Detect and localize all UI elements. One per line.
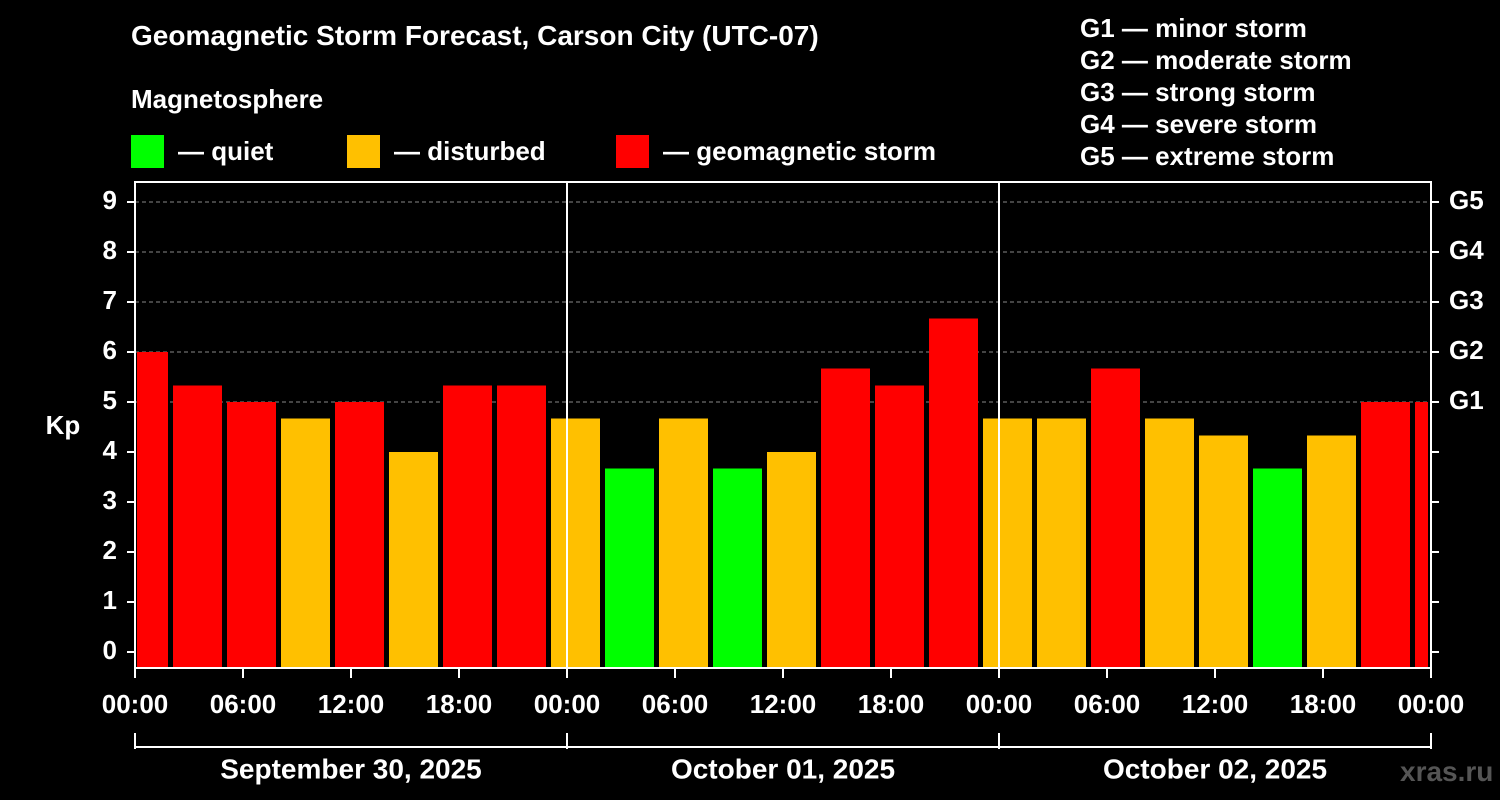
y-tick-label: 3 [103,485,117,515]
kp-bar [335,402,384,668]
chart-title: Geomagnetic Storm Forecast, Carson City … [131,20,819,51]
legend-swatch-storm [616,134,649,168]
x-tick-label: 18:00 [1290,689,1357,719]
storm-scale-legend: G1 — minor storm G2 — moderate storm G3 … [1080,12,1352,172]
kp-bar [821,368,870,668]
kp-bar [227,402,276,668]
kp-bar [1307,435,1356,668]
x-tick-label: 12:00 [1182,689,1249,719]
legend-label-storm: — geomagnetic storm [663,135,937,166]
x-tick-label: 00:00 [966,689,1033,719]
x-tick-label: 00:00 [102,689,169,719]
legend-item-quiet: — quiet [131,134,273,168]
y-axis-label: Kp [46,410,81,440]
y-tick-label: 0 [103,635,117,665]
legend-label-disturbed: — disturbed [394,135,546,166]
legend-swatch-disturbed [347,134,380,168]
kp-bar [713,468,762,668]
y-tick-label: 1 [103,585,117,615]
x-tick-label: 06:00 [1074,689,1141,719]
kp-bar [1253,468,1302,668]
y-tick-label: 6 [103,335,117,365]
y-tick-label: 7 [103,285,117,315]
kp-bar [443,385,492,668]
legend-swatch-quiet [131,134,164,168]
x-tick-label: 00:00 [534,689,601,719]
storm-scale-g4: G4 — severe storm [1080,109,1318,139]
legend-item-storm: — geomagnetic storm [616,134,936,168]
x-tick-label: 18:00 [426,689,493,719]
kp-bar [389,452,438,668]
y-tick-label: 5 [103,385,117,415]
x-tick-label: 12:00 [750,689,817,719]
x-tick-label: 12:00 [318,689,385,719]
y-tick-label: 8 [103,235,117,265]
day-label: October 02, 2025 [1103,753,1327,784]
storm-scale-g1: G1 — minor storm [1080,13,1307,43]
x-tick-label: 06:00 [642,689,709,719]
kp-bar [1199,435,1248,668]
y-tick-label: 2 [103,535,117,565]
x-tick-label: 06:00 [210,689,277,719]
kp-bar [173,385,222,668]
storm-scale-g2: G2 — moderate storm [1080,45,1352,75]
legend-label-quiet: — quiet [178,135,274,166]
day-label: October 01, 2025 [671,753,895,784]
kp-bar [551,418,600,668]
day-label: September 30, 2025 [220,753,482,784]
kp-bar [1361,402,1410,668]
watermark: xras.ru [1400,756,1494,787]
kp-bar [929,318,978,668]
kp-bar [983,418,1032,668]
kp-bar [281,418,330,668]
kp-bar [1415,402,1428,668]
kp-bar [767,452,816,668]
y-tick-label: 4 [103,435,118,465]
storm-scale-g3: G3 — strong storm [1080,77,1316,107]
kp-bar [1037,418,1086,668]
kp-bar [875,385,924,668]
kp-bar [1091,368,1140,668]
g-scale-label: G5 [1449,185,1484,215]
g-scale-label: G3 [1449,285,1484,315]
kp-bar [137,352,168,668]
kp-bar [659,418,708,668]
g-scale-label: G2 [1449,335,1484,365]
x-tick-label: 18:00 [858,689,925,719]
x-tick-label: 00:00 [1398,689,1465,719]
storm-scale-g5: G5 — extreme storm [1080,141,1335,171]
legend-title: Magnetosphere [131,84,324,114]
y-tick-label: 9 [103,185,117,215]
g-scale-label: G4 [1449,235,1484,265]
legend-item-disturbed: — disturbed [347,134,546,168]
kp-bar [1145,418,1194,668]
kp-bar [497,385,546,668]
kp-bar [605,468,654,668]
g-scale-label: G1 [1449,385,1484,415]
